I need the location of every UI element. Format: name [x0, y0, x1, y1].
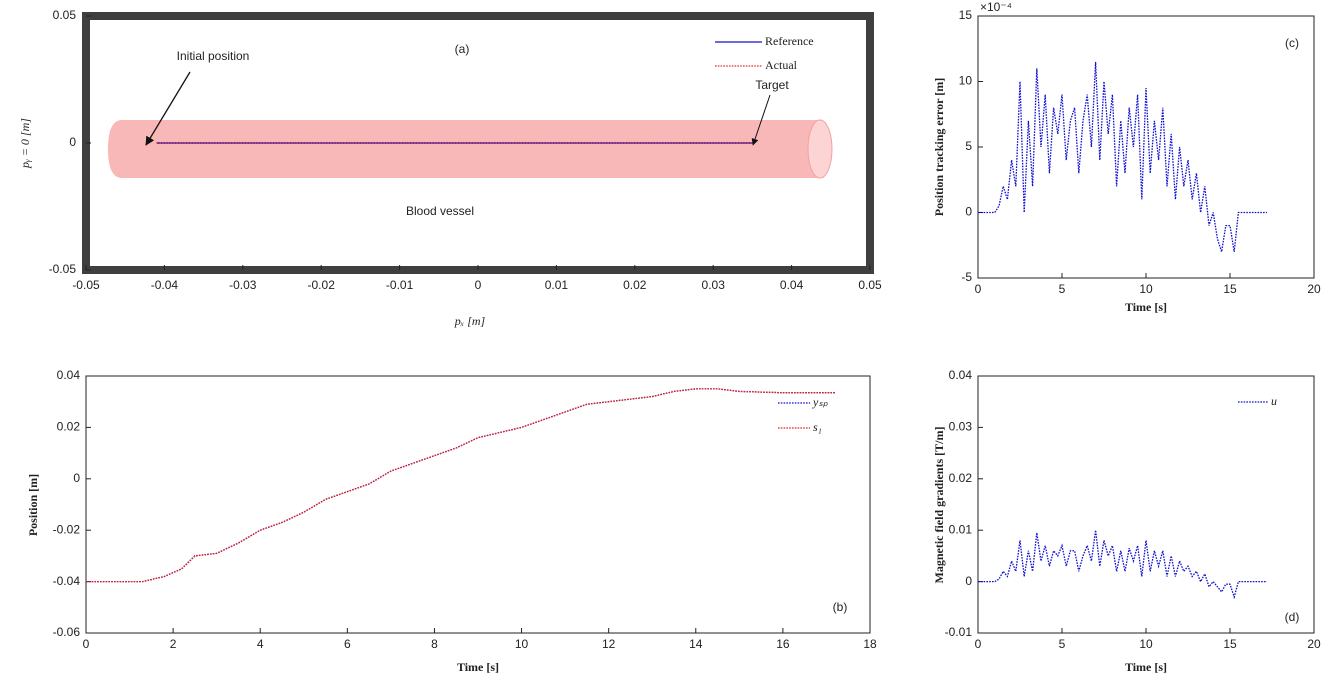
x-tick-label: 0.04 — [780, 278, 804, 292]
y-tick-label: 0.03 — [949, 420, 973, 434]
y-tick-label: 0.02 — [949, 471, 973, 485]
annotation: (b) — [833, 600, 848, 614]
x-tick-label: 15 — [1223, 637, 1237, 651]
ylabel: pᵧ = 0 [m] — [18, 118, 32, 169]
arrow — [145, 71, 191, 146]
y-tick-label: 0.01 — [949, 522, 973, 536]
x-tick-label: 10 — [515, 637, 529, 651]
legend-label: s₁ — [813, 420, 822, 434]
x-tick-label: -0.02 — [308, 278, 336, 292]
xlabel: Time [s] — [457, 660, 499, 674]
data-line — [978, 530, 1267, 600]
y-tick-label: 15 — [959, 8, 973, 22]
legend-label: u — [1271, 394, 1277, 408]
y-tick-label: 0 — [965, 574, 972, 588]
x-tick-label: 15 — [1223, 282, 1237, 296]
x-tick-label: 10 — [1139, 282, 1153, 296]
ylabel: Magnetic field gradients [T/m] — [932, 427, 946, 584]
plot-frame — [85, 375, 871, 634]
y-tick-label: 0.04 — [949, 368, 973, 382]
x-tick-label: 8 — [431, 637, 438, 651]
x-tick-label: 12 — [602, 637, 616, 651]
x-tick-label: 5 — [1059, 637, 1066, 651]
annotation: (d) — [1285, 610, 1300, 624]
x-tick-label: 16 — [776, 637, 790, 651]
plot-frame — [977, 375, 1315, 634]
y-tick-label: 5 — [965, 139, 972, 153]
annotation: Target — [755, 78, 789, 92]
x-tick-label: 0 — [975, 637, 982, 651]
y-tick-label: -0.06 — [53, 625, 81, 639]
y-tick-label: -0.04 — [53, 574, 81, 588]
xlabel: Time [s] — [1125, 300, 1167, 314]
x-tick-label: 10 — [1139, 637, 1153, 651]
x-tick-label: 0.03 — [702, 278, 726, 292]
y-tick-label: 0.05 — [53, 8, 77, 22]
y-tick-label: -0.02 — [53, 522, 81, 536]
annotation: Initial position — [177, 49, 250, 63]
plot-frame — [977, 15, 1315, 279]
x-tick-label: 14 — [689, 637, 703, 651]
blood-vessel — [108, 119, 833, 179]
data-line — [86, 388, 836, 583]
ylabel: Position [m] — [26, 474, 40, 536]
y-tick-label: 0 — [69, 135, 76, 149]
xlabel: Time [s] — [1125, 660, 1167, 674]
x-tick-label: -0.03 — [229, 278, 257, 292]
data-line — [86, 388, 836, 583]
y-tick-label: 0.04 — [57, 368, 81, 382]
y-tick-label: -0.05 — [49, 262, 77, 276]
legend-label: Reference — [765, 34, 814, 48]
annotation: (c) — [1285, 36, 1299, 50]
x-tick-label: 2 — [170, 637, 177, 651]
xlabel: pₓ [m] — [454, 314, 486, 328]
x-tick-label: 20 — [1307, 282, 1321, 296]
legend-label: Actual — [765, 58, 798, 72]
x-tick-label: 0 — [475, 278, 482, 292]
x-tick-label: 4 — [257, 637, 264, 651]
annotation: (a) — [455, 42, 470, 56]
x-tick-label: 0 — [975, 282, 982, 296]
x-tick-label: 0.05 — [858, 278, 882, 292]
data-line — [978, 61, 1267, 252]
y-exponent: ×10⁻⁴ — [980, 0, 1012, 14]
ylabel: Position tracking error [m] — [932, 78, 946, 217]
annotation: Blood vessel — [406, 204, 474, 218]
x-tick-label: -0.04 — [151, 278, 179, 292]
x-tick-label: 0.01 — [545, 278, 569, 292]
y-tick-label: 0 — [965, 205, 972, 219]
y-tick-label: 10 — [959, 74, 973, 88]
y-tick-label: -5 — [961, 270, 972, 284]
x-tick-label: -0.05 — [72, 278, 100, 292]
y-tick-label: 0 — [73, 471, 80, 485]
x-tick-label: 18 — [863, 637, 877, 651]
x-tick-label: 20 — [1307, 637, 1321, 651]
x-tick-label: -0.01 — [386, 278, 414, 292]
x-tick-label: 6 — [344, 637, 351, 651]
arrow — [751, 94, 771, 146]
y-tick-label: -0.01 — [945, 625, 973, 639]
legend-label: yₛₚ — [812, 395, 829, 409]
x-tick-label: 0 — [83, 637, 90, 651]
x-tick-label: 5 — [1059, 282, 1066, 296]
x-tick-label: 0.02 — [623, 278, 647, 292]
y-tick-label: 0.02 — [57, 420, 81, 434]
